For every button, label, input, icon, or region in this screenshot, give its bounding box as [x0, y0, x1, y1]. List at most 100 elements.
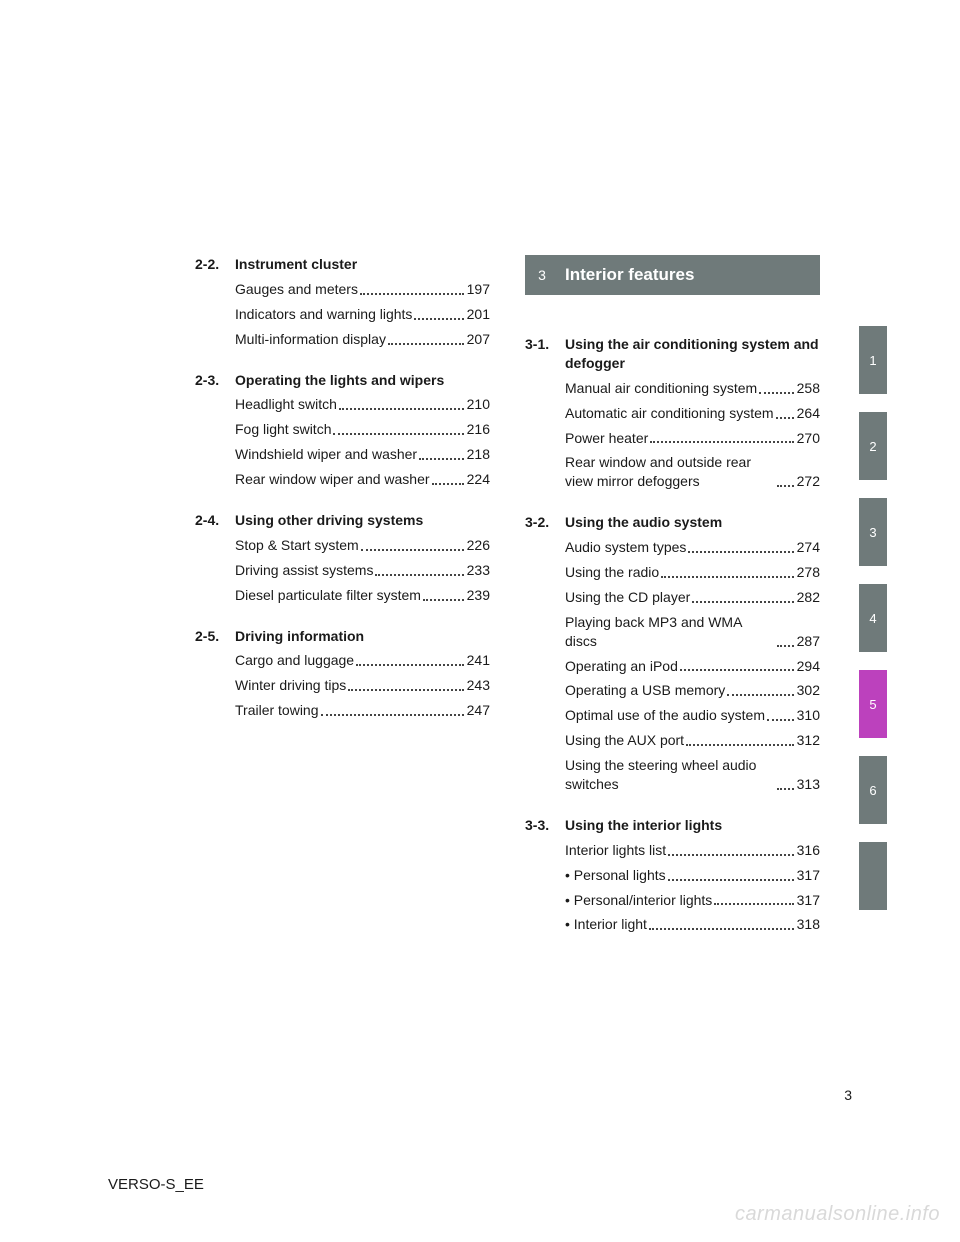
toc-leader-dots	[692, 601, 793, 603]
toc-section-number: 3-1.	[525, 335, 565, 373]
toc-entry-text: Rear window and outside rear view mirror…	[565, 453, 775, 491]
toc-entry-page: 197	[467, 280, 490, 299]
side-tab-2[interactable]: 2	[859, 412, 887, 480]
side-tab-4[interactable]: 4	[859, 584, 887, 652]
toc-entry-text: Playing back MP3 and WMA discs	[565, 613, 775, 651]
toc-entry[interactable]: Rear window wiper and washer224	[195, 470, 490, 489]
toc-entry-page: 317	[797, 891, 820, 910]
toc-entry-text: Winter driving tips	[235, 676, 346, 695]
toc-right-column: 3 Interior features 3-1.Using the air co…	[525, 255, 820, 934]
toc-entry[interactable]: Manual air conditioning system258	[525, 379, 820, 398]
toc-right-body: 3-1.Using the air conditioning system an…	[525, 335, 820, 934]
toc-entry-page: 226	[467, 536, 490, 555]
toc-leader-dots	[776, 417, 794, 419]
toc-section-number: 2-2.	[195, 255, 235, 274]
toc-entry[interactable]: Multi-information display207	[195, 330, 490, 349]
toc-entry-text: Indicators and warning lights	[235, 305, 412, 324]
toc-entry-text: Using the CD player	[565, 588, 690, 607]
toc-leader-dots	[423, 599, 464, 601]
toc-leader-dots	[356, 664, 464, 666]
toc-entry-text: Stop & Start system	[235, 536, 359, 555]
toc-entry[interactable]: • Interior light318	[525, 915, 820, 934]
toc-entry[interactable]: Using the AUX port 312	[525, 731, 820, 750]
toc-entry-page: 316	[797, 841, 820, 860]
toc-leader-dots	[668, 854, 793, 856]
toc-entry[interactable]: Interior lights list316	[525, 841, 820, 860]
toc-leader-dots	[777, 485, 794, 487]
toc-entry-text: Windshield wiper and washer	[235, 445, 417, 464]
toc-entry-text: • Interior light	[565, 915, 647, 934]
toc-entry[interactable]: Headlight switch 210	[195, 395, 490, 414]
toc-entry-text: Operating an iPod	[565, 657, 678, 676]
toc-leader-dots	[688, 551, 793, 553]
toc-leader-dots	[375, 574, 463, 576]
toc-entry-text: Using the AUX port	[565, 731, 684, 750]
toc-entry-page: 287	[797, 632, 820, 651]
toc-left-column: 2-2.Instrument clusterGauges and meters1…	[195, 255, 490, 934]
side-tab-5[interactable]: 5	[859, 670, 887, 738]
toc-entry[interactable]: Cargo and luggage241	[195, 651, 490, 670]
document-id: VERSO-S_EE	[108, 1176, 204, 1193]
toc-section-header: 3-3.Using the interior lights	[525, 816, 820, 835]
side-tab-1[interactable]: 1	[859, 326, 887, 394]
toc-entry[interactable]: Stop & Start system 226	[195, 536, 490, 555]
toc-entry-text: Gauges and meters	[235, 280, 358, 299]
toc-entry-page: 207	[467, 330, 490, 349]
toc-entry-page: 216	[467, 420, 490, 439]
toc-entry[interactable]: Rear window and outside rear view mirror…	[525, 453, 820, 491]
toc-entry-text: • Personal/interior lights	[565, 891, 712, 910]
toc-entry[interactable]: Trailer towing247	[195, 701, 490, 720]
toc-entry-page: 233	[467, 561, 490, 580]
chapter-number: 3	[531, 267, 553, 283]
toc-leader-dots	[649, 928, 794, 930]
toc-entry[interactable]: Diesel particulate filter system239	[195, 586, 490, 605]
toc-entry-page: 302	[797, 681, 820, 700]
side-tab-3[interactable]: 3	[859, 498, 887, 566]
toc-entry[interactable]: • Personal lights317	[525, 866, 820, 885]
toc-entry[interactable]: Using the radio278	[525, 563, 820, 582]
toc-entry-text: Automatic air conditioning system	[565, 404, 774, 423]
side-tab-blank[interactable]	[859, 842, 887, 910]
toc-entry[interactable]: Using the steering wheel audio switches3…	[525, 756, 820, 794]
toc-entry[interactable]: Driving assist systems233	[195, 561, 490, 580]
toc-leader-dots	[686, 744, 794, 746]
toc-leader-dots	[333, 433, 463, 435]
toc-entry[interactable]: Playing back MP3 and WMA discs 287	[525, 613, 820, 651]
toc-leader-dots	[348, 689, 463, 691]
toc-entry[interactable]: Windshield wiper and washer 218	[195, 445, 490, 464]
toc-entry-page: 218	[467, 445, 490, 464]
toc-entry[interactable]: Gauges and meters 197	[195, 280, 490, 299]
toc-leader-dots	[321, 714, 464, 716]
toc-section-number: 2-3.	[195, 371, 235, 390]
toc-leader-dots	[727, 694, 793, 696]
toc-entry[interactable]: • Personal/interior lights 317	[525, 891, 820, 910]
toc-entry[interactable]: Audio system types274	[525, 538, 820, 557]
toc-section-number: 2-5.	[195, 627, 235, 646]
toc-section-title: Using the interior lights	[565, 816, 820, 835]
toc-entry-page: 312	[797, 731, 820, 750]
toc-entry[interactable]: Indicators and warning lights201	[195, 305, 490, 324]
toc-entry-text: Fog light switch	[235, 420, 331, 439]
toc-entry-page: 258	[797, 379, 820, 398]
toc-entry[interactable]: Winter driving tips 243	[195, 676, 490, 695]
toc-section-number: 3-2.	[525, 513, 565, 532]
toc-entry-page: 243	[467, 676, 490, 695]
toc-entry[interactable]: Fog light switch 216	[195, 420, 490, 439]
toc-leader-dots	[777, 645, 794, 647]
toc-entry[interactable]: Using the CD player282	[525, 588, 820, 607]
toc-entry-page: 264	[797, 404, 820, 423]
toc-leader-dots	[759, 392, 793, 394]
toc-entry-text: Headlight switch	[235, 395, 337, 414]
toc-entry[interactable]: Operating a USB memory302	[525, 681, 820, 700]
toc-entry-text: Trailer towing	[235, 701, 319, 720]
toc-entry-page: 210	[467, 395, 490, 414]
toc-entry[interactable]: Power heater270	[525, 429, 820, 448]
chapter-banner: 3 Interior features	[525, 255, 820, 295]
toc-entry-page: 274	[797, 538, 820, 557]
toc-entry[interactable]: Operating an iPod294	[525, 657, 820, 676]
toc-entry-page: 317	[797, 866, 820, 885]
toc-entry[interactable]: Optimal use of the audio system310	[525, 706, 820, 725]
toc-entry[interactable]: Automatic air conditioning system 264	[525, 404, 820, 423]
side-tab-6[interactable]: 6	[859, 756, 887, 824]
toc-columns: 2-2.Instrument clusterGauges and meters1…	[0, 255, 960, 934]
